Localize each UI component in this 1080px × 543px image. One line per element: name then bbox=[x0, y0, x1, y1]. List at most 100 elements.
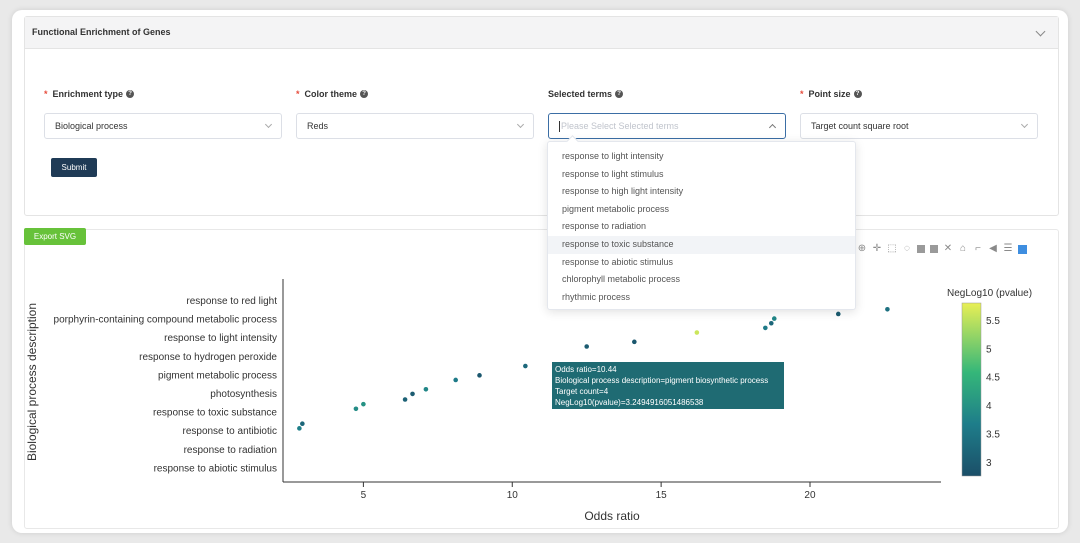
data-point[interactable] bbox=[361, 401, 366, 407]
hover-closest-icon[interactable]: ◀ bbox=[989, 243, 997, 254]
dropdown-option[interactable]: response to high light intensity bbox=[562, 186, 684, 197]
data-point[interactable] bbox=[632, 339, 637, 345]
enrichment-type-label: Enrichment type bbox=[52, 89, 124, 99]
lasso-icon[interactable]: ◌ bbox=[904, 243, 910, 254]
dropdown-option[interactable]: response to abiotic stimulus bbox=[562, 256, 674, 267]
data-point[interactable] bbox=[694, 330, 700, 335]
panel-title: Functional Enrichment of Genes bbox=[32, 27, 171, 37]
y-tick-label: response to red light bbox=[186, 296, 277, 307]
colorbar-title: NegLog10 (pvalue) bbox=[947, 288, 1032, 299]
selected-terms-select[interactable]: Please Select Selected terms bbox=[548, 113, 786, 139]
dropdown-option[interactable]: response to radiation bbox=[562, 221, 647, 232]
data-point[interactable] bbox=[885, 307, 890, 312]
help-icon[interactable]: ? bbox=[615, 90, 624, 98]
required-mark: * bbox=[800, 89, 804, 99]
scatter-chart: response to red light porphyrin-containin… bbox=[25, 279, 1032, 523]
export-svg-button[interactable]: Export SVG bbox=[24, 228, 86, 245]
pan-icon[interactable]: ✛ bbox=[872, 243, 882, 254]
zoom-in-icon[interactable] bbox=[917, 245, 925, 253]
selected-terms-dropdown: response to light intensity response to l… bbox=[547, 141, 856, 310]
x-tick-label: 15 bbox=[656, 490, 668, 501]
help-icon[interactable]: ? bbox=[360, 90, 369, 98]
dropdown-option[interactable]: rhythmic process bbox=[562, 291, 631, 302]
hover-compare-icon[interactable]: ☰ bbox=[1003, 243, 1013, 254]
color-theme-select[interactable]: Reds bbox=[296, 113, 534, 139]
dropdown-option[interactable]: response to toxic substance bbox=[548, 235, 855, 254]
color-theme-label: Color theme bbox=[304, 89, 358, 99]
point-size-value: Target count square root bbox=[811, 121, 909, 131]
data-point[interactable] bbox=[297, 426, 302, 431]
colorbar-tick-label: 3.5 bbox=[986, 429, 1000, 440]
y-tick-label: response to hydrogen peroxide bbox=[139, 352, 277, 363]
x-tick-label: 10 bbox=[507, 490, 519, 501]
colorbar-tick-label: 5.5 bbox=[986, 316, 1000, 327]
colorbar-tick-label: 5 bbox=[986, 344, 992, 355]
selected-terms-label: Selected terms bbox=[548, 89, 613, 99]
enrichment-panel: Functional Enrichment of Genes * Enrichme… bbox=[24, 16, 1059, 216]
y-tick-label: response to antibiotic bbox=[182, 426, 277, 437]
zoom-icon[interactable]: ⊕ bbox=[857, 243, 867, 254]
y-tick-label: photosynthesis bbox=[210, 389, 277, 400]
data-point[interactable] bbox=[423, 386, 429, 392]
data-point[interactable] bbox=[584, 344, 589, 349]
text-caret bbox=[559, 121, 560, 133]
data-point[interactable] bbox=[353, 406, 359, 412]
colorbar-tick-label: 4.5 bbox=[986, 373, 1000, 384]
data-point[interactable] bbox=[771, 316, 777, 321]
point-size-select[interactable]: Target count square root bbox=[800, 113, 1038, 139]
dropdown-option[interactable]: chlorophyll metabolic process bbox=[562, 274, 681, 285]
data-point[interactable] bbox=[477, 373, 482, 378]
y-axis-label: Biological process description bbox=[25, 303, 39, 461]
data-point[interactable] bbox=[763, 325, 768, 331]
x-axis-label: Odds ratio bbox=[584, 509, 640, 523]
color-theme-field: * Color theme? Reds bbox=[296, 87, 534, 139]
tooltip-line: Target count=4 bbox=[555, 387, 609, 396]
data-point[interactable] bbox=[410, 391, 415, 397]
data-point[interactable] bbox=[835, 311, 841, 317]
enrichment-type-field: * Enrichment type? Biological process bbox=[44, 87, 282, 139]
selected-terms-field: Selected terms? Please Select Selected t… bbox=[548, 87, 786, 139]
spike-lines-icon[interactable]: ⌐ bbox=[975, 243, 981, 254]
required-mark: * bbox=[296, 89, 300, 99]
enrichment-type-value: Biological process bbox=[55, 121, 128, 131]
selected-terms-placeholder: Please Select Selected terms bbox=[561, 121, 679, 131]
data-point[interactable] bbox=[453, 377, 458, 383]
hover-tooltip: Odds ratio=10.44 Biological process desc… bbox=[552, 362, 784, 409]
data-point[interactable] bbox=[768, 320, 774, 326]
help-icon[interactable]: ? bbox=[126, 90, 135, 98]
y-tick-label: pigment metabolic process bbox=[158, 370, 277, 381]
tooltip-line: NegLog10(pvalue)=3.2494916051486538 bbox=[555, 398, 704, 407]
y-tick-label: response to light intensity bbox=[164, 333, 277, 344]
plotly-logo-icon[interactable] bbox=[1018, 244, 1027, 254]
dropdown-option[interactable]: response to light intensity bbox=[562, 151, 664, 161]
data-point[interactable] bbox=[523, 363, 528, 369]
dropdown-option[interactable]: response to light stimulus bbox=[562, 168, 664, 179]
enrichment-type-select[interactable]: Biological process bbox=[44, 113, 282, 139]
box-select-icon[interactable]: ⬚ bbox=[887, 243, 897, 254]
zoom-out-icon[interactable] bbox=[930, 245, 938, 253]
y-tick-label: response to abiotic stimulus bbox=[154, 463, 277, 474]
chart-panel bbox=[24, 229, 1059, 529]
data-point[interactable] bbox=[300, 421, 305, 426]
point-size-field: * Point size? Target count square root bbox=[800, 87, 1038, 139]
colorbar bbox=[961, 302, 982, 477]
tooltip-line: Odds ratio=10.44 bbox=[555, 365, 617, 374]
help-icon[interactable]: ? bbox=[853, 90, 862, 98]
data-point[interactable] bbox=[402, 397, 408, 402]
tooltip-line: Biological process description=pigment b… bbox=[555, 376, 769, 385]
app-frame: Functional Enrichment of Genes * Enrichme… bbox=[12, 10, 1068, 533]
submit-button[interactable]: Submit bbox=[51, 158, 97, 177]
y-tick-label: response to toxic substance bbox=[153, 408, 277, 419]
dropdown-option[interactable]: pigment metabolic process bbox=[562, 203, 670, 214]
colorbar-tick-label: 3 bbox=[986, 458, 992, 469]
chart-toolbar: ⊕ ✛ ⬚ ◌ ✕ ⌂ ⌐ ◀ ☰ bbox=[857, 244, 1027, 254]
required-mark: * bbox=[44, 89, 48, 99]
y-tick-label: porphyrin-containing compound metabolic … bbox=[54, 315, 277, 326]
panel-header[interactable]: Functional Enrichment of Genes bbox=[25, 17, 1058, 49]
x-tick-label: 20 bbox=[804, 490, 816, 501]
color-theme-value: Reds bbox=[307, 121, 329, 131]
x-tick-label: 5 bbox=[361, 490, 367, 501]
colorbar-tick-label: 4 bbox=[986, 401, 992, 412]
autoscale-icon[interactable]: ✕ bbox=[943, 243, 953, 254]
home-icon[interactable]: ⌂ bbox=[959, 243, 967, 254]
